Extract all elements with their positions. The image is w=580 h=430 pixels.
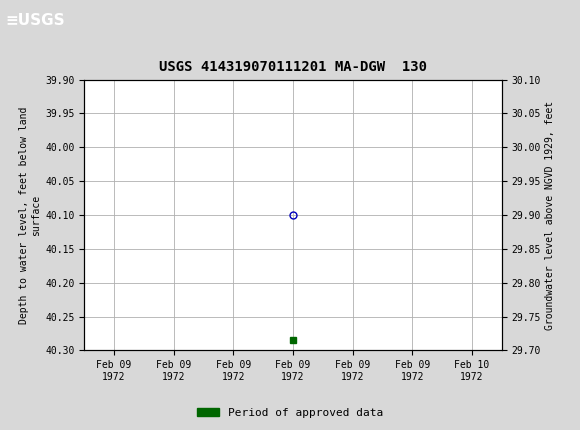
Text: ≡USGS: ≡USGS [6,13,66,28]
Y-axis label: Depth to water level, feet below land
surface: Depth to water level, feet below land su… [19,106,41,324]
Title: USGS 414319070111201 MA-DGW  130: USGS 414319070111201 MA-DGW 130 [159,60,427,74]
Y-axis label: Groundwater level above NGVD 1929, feet: Groundwater level above NGVD 1929, feet [545,101,555,329]
Legend: Period of approved data: Period of approved data [193,403,387,422]
